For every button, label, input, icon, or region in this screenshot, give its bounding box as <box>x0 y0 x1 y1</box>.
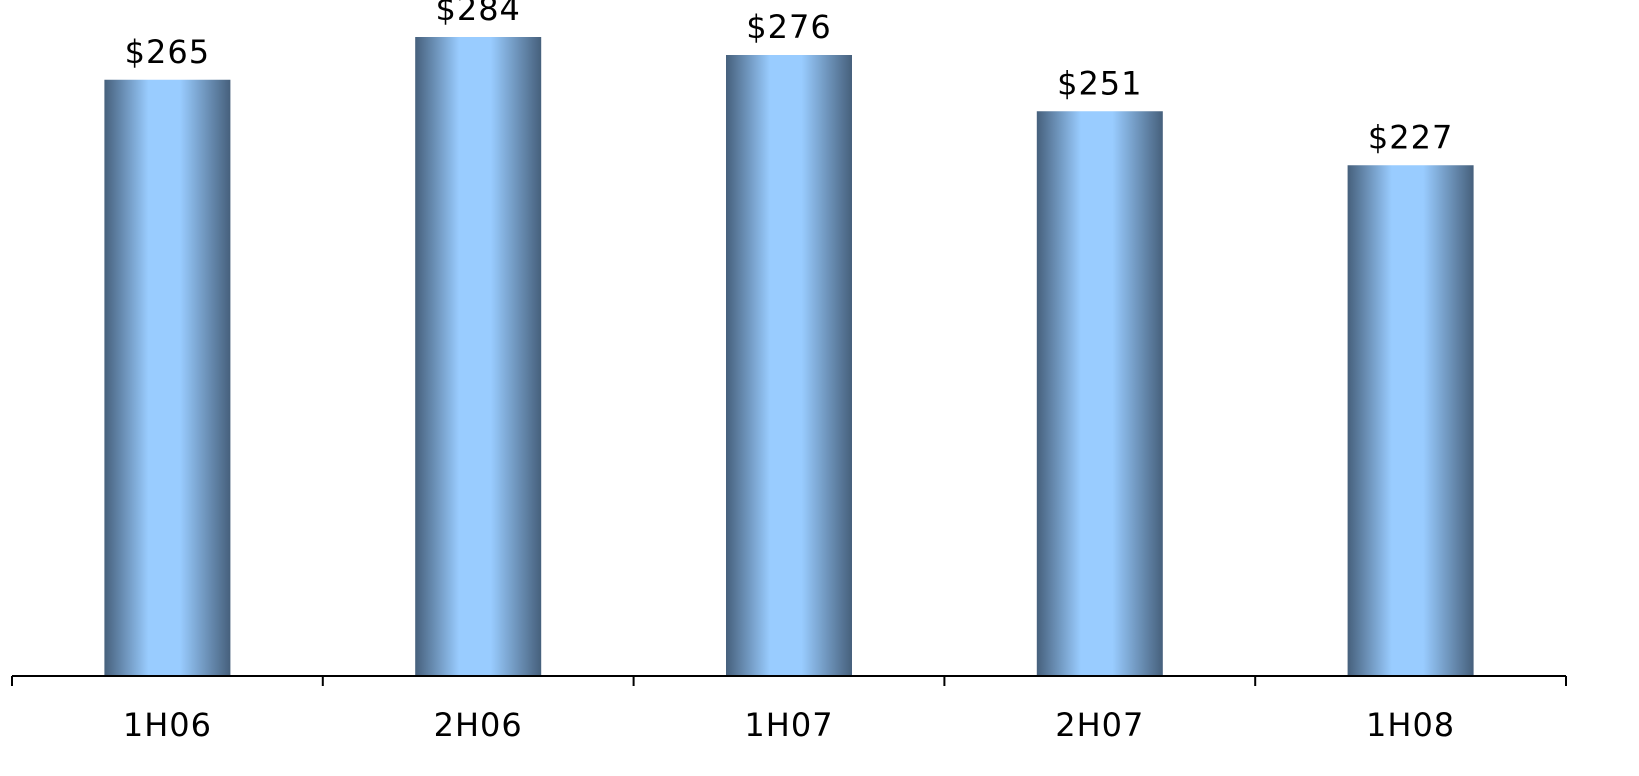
bars-layer <box>104 37 1474 676</box>
data-label-2h07: $251 <box>1057 64 1142 102</box>
tick-label-2h07: 2H07 <box>1055 706 1144 744</box>
data-label-1h08: $227 <box>1368 118 1453 156</box>
tick-label-2h06: 2H06 <box>434 706 523 744</box>
bar-1h07 <box>726 55 852 676</box>
bar-2h06 <box>415 37 542 676</box>
x-axis-tick-labels: 1H06 2H06 1H07 2H07 1H08 <box>123 706 1455 744</box>
data-label-2h06: $284 <box>435 0 520 28</box>
tick-label-1h08: 1H08 <box>1366 706 1455 744</box>
data-label-1h06: $265 <box>125 33 210 71</box>
bar-1h06 <box>104 79 231 676</box>
data-labels-layer: $265 $284 $276 $251 $227 <box>125 0 1453 156</box>
data-label-1h07: $276 <box>746 8 831 46</box>
x-axis <box>11 675 1567 686</box>
bar-1h08 <box>1347 165 1474 676</box>
bar-2h07 <box>1036 111 1163 676</box>
tick-label-1h06: 1H06 <box>123 706 212 744</box>
tick-label-1h07: 1H07 <box>744 706 833 744</box>
